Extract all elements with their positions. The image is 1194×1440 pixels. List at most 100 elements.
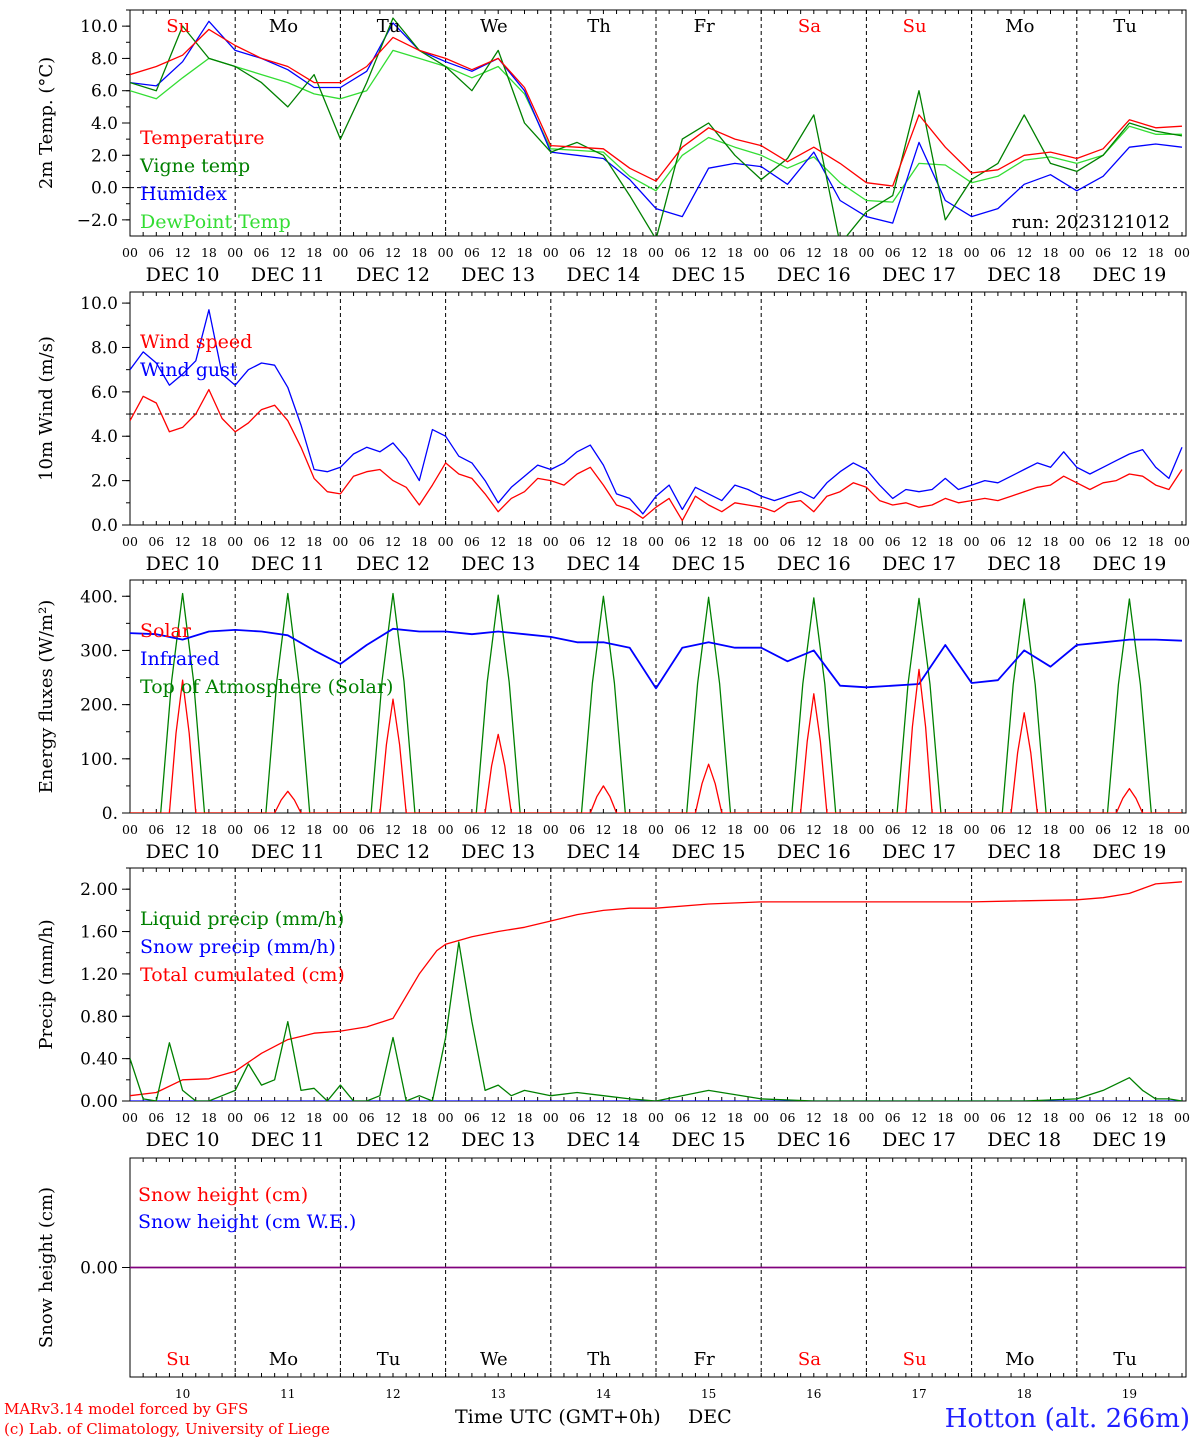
x-tick-label: 00 (964, 534, 980, 549)
weekday-label: Su (903, 1349, 927, 1370)
x-tick-label: 18 (727, 534, 743, 549)
x-tick-label: 06 (569, 245, 585, 260)
weekday-label: Mo (269, 16, 298, 37)
x-tick-label: 06 (674, 245, 690, 260)
x-tick-label: 12 (701, 245, 717, 260)
date-label: DEC 17 (882, 1129, 956, 1151)
x-tick-label: 12 (806, 1110, 822, 1125)
legend-entry: DewPoint Temp (140, 211, 291, 233)
plot-area (130, 592, 1183, 813)
x-tick-label: 00 (438, 1110, 454, 1125)
date-label: DEC 12 (356, 264, 430, 286)
station-name: Hotton (alt. 266m) (945, 1404, 1190, 1434)
x-tick-label: 12 (595, 534, 611, 549)
y-tick-label: 0.40 (80, 1050, 118, 1070)
x-tick-label: 06 (359, 534, 375, 549)
x-tick-label: 00 (1174, 822, 1190, 837)
date-label: DEC 18 (987, 264, 1061, 286)
x-tick-label: 06 (1095, 1110, 1111, 1125)
x-tick-label: 00 (753, 822, 769, 837)
x-tick-label: 00 (543, 534, 559, 549)
date-label: DEC 12 (356, 1129, 430, 1151)
legend-entry: Infrared (140, 648, 220, 670)
weekday-label: We (480, 16, 508, 37)
weekday-label: Sa (798, 1349, 821, 1370)
x-tick-label: 18 (411, 1110, 427, 1125)
weekday-label: Mo (1005, 1349, 1034, 1370)
x-tick-label: 06 (359, 245, 375, 260)
y-axis-label: Precip (mm/h) (36, 919, 57, 1049)
x-tick-label: 12 (385, 245, 401, 260)
y-tick-label: 2.0 (91, 472, 118, 492)
x-tick-label: 06 (1095, 822, 1111, 837)
x-tick-label: 18 (306, 245, 322, 260)
date-label: DEC 13 (461, 1129, 535, 1151)
x-tick-label: 00 (1174, 534, 1190, 549)
y-tick-label: 2.00 (80, 880, 118, 900)
x-tick-label: 12 (701, 1110, 717, 1125)
legend-entry: Solar (140, 620, 192, 642)
date-label: DEC 19 (1092, 841, 1166, 863)
weekday-label: Tu (1113, 1349, 1137, 1370)
x-tick-label: 06 (359, 822, 375, 837)
x-tick-label: 18 (727, 822, 743, 837)
x-axis-title: Time UTC (GMT+0h) (455, 1406, 661, 1428)
x-tick-label: 06 (148, 1110, 164, 1125)
date-label: DEC 17 (882, 264, 956, 286)
x-tick-label: 00 (1069, 245, 1085, 260)
plot-area (130, 881, 1183, 1101)
x-tick-label: 12 (175, 534, 191, 549)
x-tick-label: 12 (385, 534, 401, 549)
x-tick-label: 06 (990, 1110, 1006, 1125)
y-tick-label: 1.60 (80, 923, 118, 943)
x-tick-label: 18 (1043, 534, 1059, 549)
day-number-label: 18 (1017, 1387, 1032, 1401)
legend-entry: Humidex (140, 183, 227, 205)
x-tick-label: 00 (753, 534, 769, 549)
date-label: DEC 10 (146, 1129, 220, 1151)
x-tick-label: 18 (622, 245, 638, 260)
x-tick-label: 18 (832, 822, 848, 837)
weekday-label: Th (587, 1349, 611, 1370)
solar-line (130, 668, 1182, 813)
x-tick-label: 18 (832, 534, 848, 549)
x-tick-label: 12 (911, 245, 927, 260)
x-tick-label: 00 (858, 1110, 874, 1125)
x-tick-label: 12 (1016, 822, 1032, 837)
x-tick-label: 00 (543, 1110, 559, 1125)
y-tick-label: 8.0 (91, 49, 118, 69)
x-tick-label: 00 (858, 245, 874, 260)
y-tick-label: 0.0 (91, 179, 118, 199)
x-tick-label: 00 (964, 1110, 980, 1125)
x-tick-label: 12 (1121, 1110, 1137, 1125)
day-number-label: 11 (280, 1387, 295, 1401)
date-label: DEC 11 (251, 1129, 325, 1151)
dewpoint-temp-line (130, 49, 1182, 203)
date-label: DEC 14 (566, 841, 640, 863)
x-tick-label: 00 (1069, 822, 1085, 837)
y-tick-label: 6.0 (91, 383, 118, 403)
y-tick-label: 200. (80, 696, 118, 716)
x-tick-label: 18 (1043, 245, 1059, 260)
x-tick-label: 00 (1069, 1110, 1085, 1125)
date-label: DEC 19 (1092, 553, 1166, 575)
x-tick-label: 06 (569, 1110, 585, 1125)
day-number-label: 13 (491, 1387, 506, 1401)
x-tick-label: 00 (1174, 1110, 1190, 1125)
x-tick-label: 12 (701, 534, 717, 549)
x-tick-label: 06 (885, 245, 901, 260)
x-tick-label: 00 (438, 822, 454, 837)
weekday-label: Mo (269, 1349, 298, 1370)
y-tick-label: 300. (80, 641, 118, 661)
x-tick-label: 06 (990, 534, 1006, 549)
x-tick-label: 00 (227, 534, 243, 549)
x-tick-label: 12 (175, 245, 191, 260)
x-tick-label: 06 (780, 534, 796, 549)
x-tick-label: 12 (911, 1110, 927, 1125)
x-tick-label: 18 (1148, 822, 1164, 837)
x-tick-label: 06 (569, 822, 585, 837)
x-tick-label: 00 (753, 245, 769, 260)
x-tick-label: 18 (622, 822, 638, 837)
x-tick-label: 12 (806, 245, 822, 260)
credit-line-1: MARv3.14 model forced by GFS (4, 1400, 248, 1418)
